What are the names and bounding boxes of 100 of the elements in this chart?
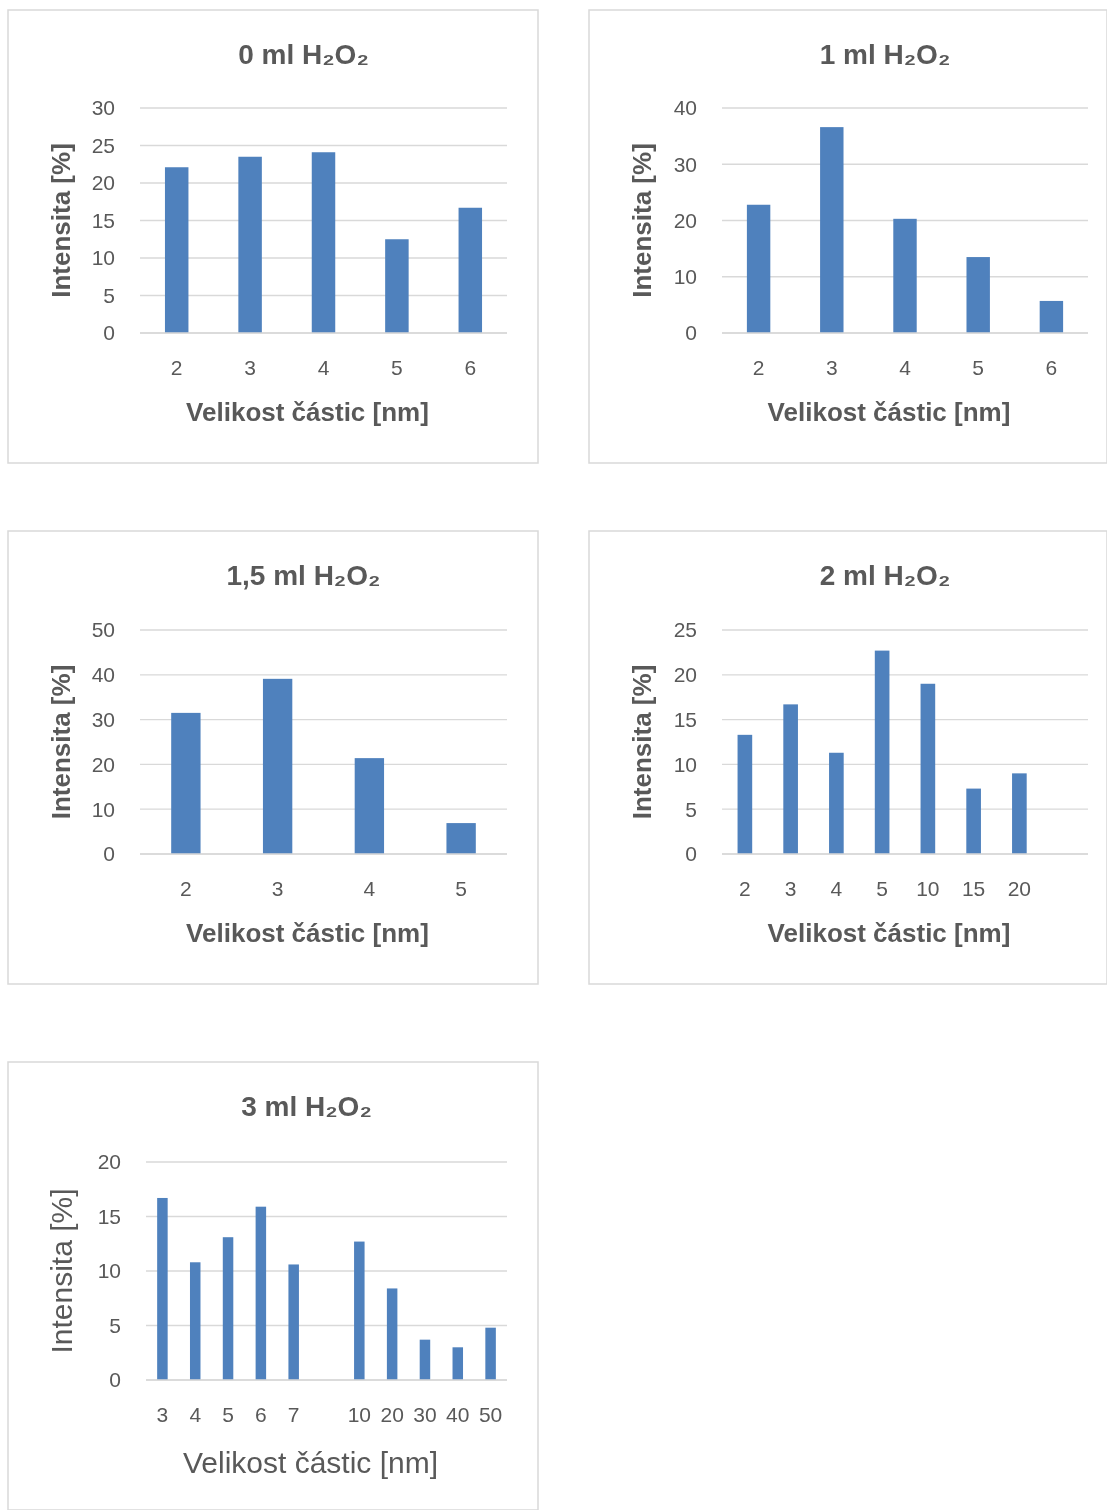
y-tick-label: 20 — [673, 663, 697, 687]
y-tick-label: 10 — [673, 265, 697, 289]
bar — [262, 678, 293, 854]
bar — [419, 1339, 431, 1380]
x-tick-label: 6 — [1045, 356, 1058, 379]
bar — [966, 257, 990, 333]
y-tick-label: 20 — [91, 171, 115, 195]
bar — [189, 1262, 201, 1380]
y-tick-label: 30 — [673, 152, 697, 176]
x-tick-label: 5 — [222, 1403, 234, 1426]
bar — [446, 823, 476, 854]
x-tick-label: 5 — [876, 877, 888, 900]
x-tick-label: 2 — [752, 356, 765, 379]
chart-title: 3 ml H₂O₂ — [241, 1091, 372, 1122]
x-tick-label: 6 — [464, 356, 477, 379]
x-tick-label: 3 — [156, 1403, 169, 1426]
y-tick-label: 40 — [673, 96, 697, 120]
bar — [783, 704, 798, 854]
y-tick-label: 5 — [685, 797, 697, 821]
bar — [920, 683, 936, 854]
x-tick-label: 40 — [446, 1403, 470, 1426]
y-axis-title: Intensita [%] — [627, 664, 657, 820]
x-tick-label: 10 — [916, 877, 940, 900]
y-axis-title: Intensita [%] — [46, 664, 76, 820]
y-tick-label: 20 — [91, 752, 115, 776]
x-axis-title: Velikost částic [nm] — [767, 918, 1011, 948]
bar — [1039, 300, 1064, 333]
x-tick-label: 4 — [830, 877, 843, 900]
x-tick-label: 4 — [317, 356, 330, 379]
x-tick-label: 3 — [244, 356, 256, 379]
x-tick-label: 20 — [380, 1403, 404, 1426]
y-tick-label: 0 — [685, 321, 697, 345]
x-tick-label: 3 — [825, 356, 838, 379]
x-tick-label: 3 — [271, 877, 284, 900]
x-tick-label: 15 — [961, 877, 986, 900]
bar — [829, 752, 844, 854]
bar — [157, 1197, 168, 1380]
x-tick-label: 2 — [180, 877, 192, 900]
y-axis-title: Intensita [%] — [46, 143, 76, 298]
x-tick-label: 2 — [170, 356, 183, 379]
y-tick-label: 5 — [109, 1313, 121, 1337]
x-tick-label: 7 — [287, 1403, 300, 1426]
bar — [354, 1241, 365, 1380]
y-tick-label: 0 — [685, 842, 697, 866]
bar — [458, 207, 483, 333]
x-tick-label: 10 — [347, 1403, 371, 1426]
y-tick-label: 40 — [91, 663, 115, 687]
x-tick-label: 50 — [478, 1403, 503, 1426]
y-tick-label: 0 — [103, 321, 115, 345]
bar — [874, 650, 890, 854]
chart-title: 2 ml H₂O₂ — [819, 560, 951, 591]
y-tick-label: 15 — [97, 1204, 121, 1228]
y-tick-label: 25 — [91, 133, 115, 157]
x-tick-label: 5 — [391, 356, 403, 379]
x-axis-title: Velikost částic [nm] — [767, 397, 1011, 427]
bar — [893, 218, 917, 333]
x-tick-label: 5 — [972, 356, 985, 379]
x-tick-label: 20 — [1007, 877, 1032, 900]
x-tick-label: 4 — [363, 877, 376, 900]
y-axis-title: Intensita [%] — [627, 143, 657, 298]
x-axis-title: Velikost částic [nm] — [186, 397, 429, 427]
bar — [966, 788, 981, 854]
y-tick-label: 30 — [91, 707, 115, 731]
y-tick-label: 50 — [91, 618, 115, 642]
bar — [164, 167, 189, 333]
chart-title: 1 ml H₂O₂ — [819, 39, 951, 70]
x-tick-label: 3 — [784, 877, 797, 900]
bar — [485, 1327, 496, 1380]
x-axis-title: Velikost částic [nm] — [186, 918, 429, 948]
bar — [452, 1347, 464, 1380]
bar — [288, 1264, 299, 1380]
bar — [1012, 773, 1027, 854]
y-tick-label: 20 — [673, 208, 697, 232]
y-tick-label: 10 — [673, 752, 697, 776]
bar — [385, 239, 409, 333]
bar — [255, 1206, 267, 1380]
y-axis-title: Intensita [%] — [45, 1188, 78, 1354]
y-tick-label: 25 — [673, 618, 697, 642]
y-tick-label: 0 — [109, 1368, 121, 1392]
bar — [746, 204, 771, 333]
x-tick-label: 4 — [189, 1403, 202, 1426]
y-tick-label: 10 — [91, 797, 115, 821]
x-tick-label: 5 — [455, 877, 467, 900]
y-tick-label: 30 — [91, 96, 115, 120]
bar — [820, 127, 844, 333]
bar — [222, 1237, 234, 1380]
chart-title: 1,5 ml H₂O₂ — [226, 560, 381, 591]
x-tick-label: 6 — [255, 1403, 267, 1426]
x-tick-label: 30 — [413, 1403, 437, 1426]
bar — [311, 152, 336, 333]
x-tick-label: 2 — [739, 877, 751, 900]
bar — [386, 1288, 398, 1380]
bar — [238, 156, 262, 333]
chart-title: 0 ml H₂O₂ — [238, 39, 369, 70]
y-tick-label: 10 — [91, 246, 115, 270]
y-tick-label: 15 — [91, 208, 115, 232]
x-axis-title: Velikost částic [nm] — [182, 1446, 439, 1479]
y-tick-label: 10 — [97, 1259, 121, 1283]
x-tick-label: 4 — [899, 356, 912, 379]
y-tick-label: 20 — [97, 1150, 121, 1174]
